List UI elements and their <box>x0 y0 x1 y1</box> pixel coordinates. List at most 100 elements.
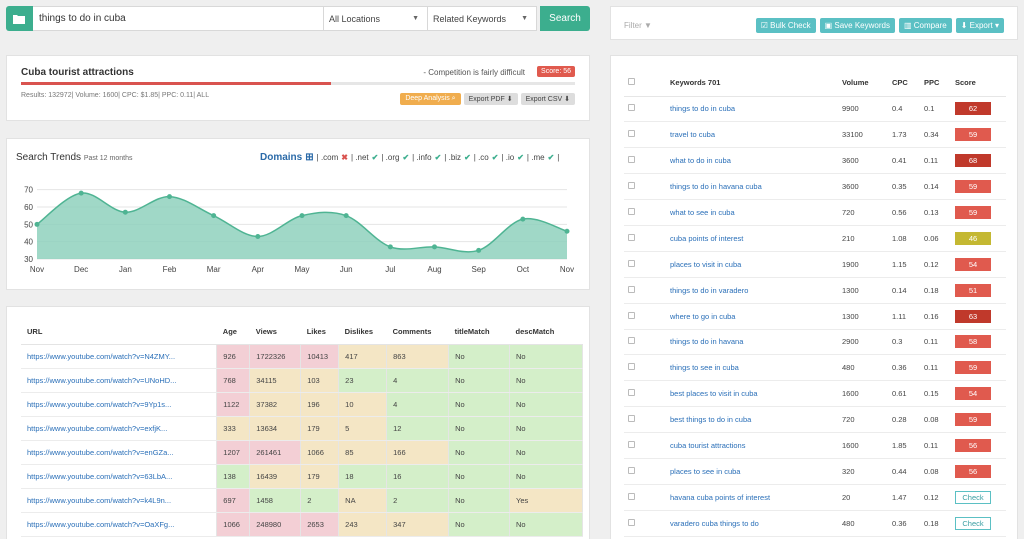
check-icon[interactable]: ✔ <box>517 153 524 162</box>
row-checkbox-cell <box>624 458 670 485</box>
domains-label[interactable]: Domains <box>260 152 303 163</box>
check-icon[interactable]: ✔ <box>547 153 555 162</box>
check-icon[interactable]: ✔ <box>402 153 410 162</box>
table-row: varadero cuba things to do 480 0.36 0.18 Che… <box>624 510 1006 537</box>
video-url-link[interactable]: https://www.youtube.com/watch?v=N4ZMY... <box>21 344 218 369</box>
row-checkbox[interactable] <box>628 259 635 267</box>
row-checkbox-cell <box>624 199 670 226</box>
mode-select[interactable]: Related Keywords ▼ <box>428 6 537 31</box>
keyword-link[interactable]: where to go in cuba <box>670 303 842 330</box>
row-checkbox[interactable] <box>628 311 635 319</box>
domain-org[interactable]: | .org <box>381 153 400 162</box>
keyword-link[interactable]: places to visit in cuba <box>670 251 842 278</box>
score-cell: 59 <box>955 406 1006 434</box>
keyword-link[interactable]: things to do in cuba <box>670 96 842 123</box>
domain-me[interactable]: | .me <box>526 153 545 162</box>
save-keywords-button[interactable]: ▣ Save Keywords <box>819 18 895 33</box>
row-checkbox[interactable] <box>628 492 635 500</box>
row-checkbox[interactable] <box>628 389 635 397</box>
close-icon[interactable]: ✖ <box>341 153 348 162</box>
keyword-link[interactable]: things to do in havana <box>670 329 842 356</box>
domain-more[interactable]: | <box>557 153 560 162</box>
score-badge: 51 <box>955 283 991 297</box>
search-input[interactable]: things to do in cuba <box>33 6 324 31</box>
bulk-check-button[interactable]: ☑ Bulk Check <box>755 18 816 33</box>
export-pdf-button[interactable]: Export PDF ⬇ <box>463 93 518 105</box>
row-checkbox[interactable] <box>628 104 635 112</box>
table-row: best places to visit in cuba 1600 0.61 0.15… <box>624 380 1006 408</box>
row-checkbox[interactable] <box>628 363 635 371</box>
save-icon: ▣ <box>824 21 833 30</box>
domain-net[interactable]: | .net <box>350 153 369 162</box>
plus-icon[interactable]: ⊞ <box>305 152 314 163</box>
export-button[interactable]: ⬇ Export ▾ <box>955 18 1004 33</box>
keyword-link[interactable]: best things to do in cuba <box>670 406 842 434</box>
table-cell: No <box>448 464 511 489</box>
row-checkbox[interactable] <box>628 285 635 293</box>
keyword-link[interactable]: things to see in cuba <box>670 354 842 382</box>
keyword-link[interactable]: what to do in cuba <box>670 147 842 175</box>
folder-icon[interactable] <box>6 6 33 31</box>
filter-toggle[interactable]: Filter ▼ <box>624 21 652 30</box>
row-checkbox[interactable] <box>628 130 635 138</box>
table-cell: 179 <box>300 464 340 489</box>
row-checkbox[interactable] <box>628 415 635 423</box>
keyword-link[interactable]: cuba points of interest <box>670 225 842 252</box>
video-url-link[interactable]: https://www.youtube.com/watch?v=enGZa... <box>21 440 218 465</box>
keyword-link[interactable]: havana cuba points of interest <box>670 484 842 511</box>
table-cell: 0.08 <box>924 406 955 434</box>
location-select[interactable]: All Locations ▼ <box>324 6 428 31</box>
column-header: CPC <box>892 70 924 97</box>
keyword-link[interactable]: best places to visit in cuba <box>670 380 842 408</box>
keyword-link[interactable]: cuba tourist attractions <box>670 432 842 459</box>
video-url-link[interactable]: https://www.youtube.com/watch?v=63LbA... <box>21 464 218 489</box>
table-row: https://www.youtube.com/watch?v=UNoHD...… <box>21 368 583 393</box>
table-cell: 1.11 <box>892 303 924 330</box>
row-checkbox[interactable] <box>628 208 635 215</box>
check-button[interactable]: Check <box>955 516 991 530</box>
row-checkbox[interactable] <box>628 466 635 474</box>
export-csv-button[interactable]: Export CSV ⬇ <box>520 93 575 105</box>
keyword-link[interactable]: places to see in cuba <box>670 458 842 485</box>
video-url-link[interactable]: https://www.youtube.com/watch?v=exfjK... <box>21 416 218 441</box>
check-icon[interactable]: ✔ <box>371 153 379 162</box>
keyword-link[interactable]: things to do in havana cuba <box>670 173 842 201</box>
check-icon[interactable]: ✔ <box>491 153 499 162</box>
table-cell: 4 <box>386 368 450 393</box>
video-url-link[interactable]: https://www.youtube.com/watch?v=9Yp1s... <box>21 392 218 417</box>
check-icon[interactable]: ✔ <box>464 153 471 162</box>
row-checkbox-cell <box>624 380 670 408</box>
keyword-link[interactable]: what to see in cuba <box>670 199 842 226</box>
table-cell: 16 <box>386 464 450 489</box>
row-checkbox[interactable] <box>628 441 635 449</box>
domain-io[interactable]: | .io <box>501 153 515 162</box>
score-badge: 56 <box>955 439 991 453</box>
table-cell: 0.18 <box>924 510 955 537</box>
keyword-link[interactable]: varadero cuba things to do <box>670 510 842 537</box>
table-cell: 0.14 <box>892 277 924 304</box>
domain-co[interactable]: | .co <box>473 153 489 162</box>
row-checkbox[interactable] <box>628 182 635 190</box>
row-checkbox[interactable] <box>628 156 635 164</box>
row-checkbox[interactable] <box>628 233 635 241</box>
video-url-link[interactable]: https://www.youtube.com/watch?v=k4L9n... <box>21 488 218 513</box>
compare-button[interactable]: ▥ Compare <box>898 18 952 33</box>
select-all-checkbox[interactable] <box>628 78 635 86</box>
domain-info[interactable]: | .info <box>412 153 432 162</box>
domain-biz[interactable]: | .biz <box>444 153 462 162</box>
table-row: things to do in varadero 1300 0.14 0.18 51 <box>624 277 1006 304</box>
keyword-link[interactable]: travel to cuba <box>670 121 842 149</box>
keyword-link[interactable]: things to do in varadero <box>670 277 842 304</box>
video-url-link[interactable]: https://www.youtube.com/watch?v=OaXFg... <box>21 512 218 537</box>
check-button[interactable]: Check <box>955 490 991 504</box>
search-button[interactable]: Search <box>540 6 590 31</box>
domain-com[interactable]: | .com <box>316 153 339 162</box>
row-checkbox[interactable] <box>628 518 635 526</box>
select-all-checkbox-col[interactable] <box>624 70 670 97</box>
video-url-link[interactable]: https://www.youtube.com/watch?v=UNoHD... <box>21 368 218 393</box>
row-checkbox[interactable] <box>628 337 635 345</box>
deep-analysis-button[interactable]: Deep Analysis ⌕ <box>400 93 461 105</box>
y-tick-label: 40 <box>24 238 33 247</box>
check-icon[interactable]: ✔ <box>434 153 442 162</box>
data-point <box>167 194 172 200</box>
